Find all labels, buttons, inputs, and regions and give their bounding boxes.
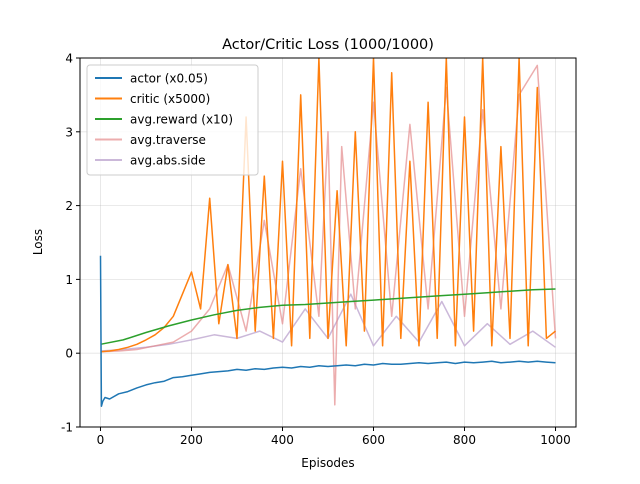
x-tick-label: 200	[180, 433, 203, 447]
legend-box	[86, 64, 259, 176]
legend-label-4: avg.abs.side	[130, 154, 206, 168]
x-tick-label: 400	[271, 433, 294, 447]
legend: actor (x0.05) critic (x5000) avg.reward (x…	[86, 64, 259, 176]
x-tick-label: 1000	[540, 433, 571, 447]
x-axis-label: Episodes	[301, 456, 354, 470]
series-line-3	[100, 64, 557, 406]
series-line-1	[100, 58, 556, 353]
y-tick-label: 0	[65, 347, 73, 361]
legend-label-1: critic (x5000)	[130, 92, 210, 106]
y-tick-label: 4	[65, 52, 73, 66]
y-tick-label: 1	[65, 273, 73, 287]
series-line-0	[99, 255, 556, 408]
x-tick-label: 0	[97, 433, 105, 447]
legend-label-0: actor (x0.05)	[130, 72, 208, 86]
series-layer	[99, 58, 557, 408]
x-tick-label: 600	[362, 433, 385, 447]
y-axis-label: Loss	[31, 229, 45, 255]
x-tick-label: 800	[453, 433, 476, 447]
y-tick-label: 2	[65, 199, 73, 213]
y-tick-label: -1	[61, 421, 73, 435]
series-line-2	[100, 288, 556, 346]
legend-label-2: avg.reward (x10)	[130, 113, 233, 127]
tick-layer: 0 200 400 600 800 1000 -1 0 1 2 3 4	[61, 52, 571, 448]
legend-label-3: avg.traverse	[130, 133, 206, 147]
y-tick-label: 3	[65, 125, 73, 139]
chart-title: Actor/Critic Loss (1000/1000)	[222, 37, 434, 53]
plot-frame	[79, 57, 577, 428]
